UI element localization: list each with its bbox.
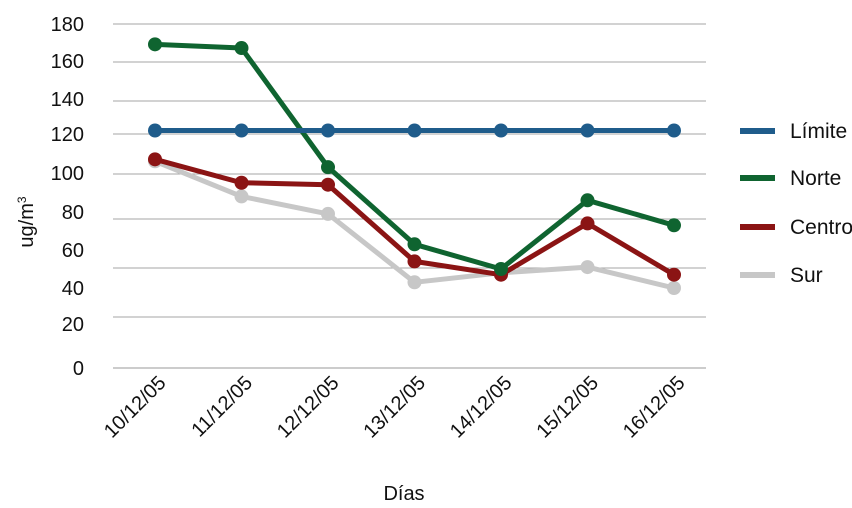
data-point-limite [494,123,508,138]
data-point-norte [494,262,508,276]
x-tick-label: 11/12/05 [187,372,257,442]
y-tick-label: 80 [62,202,84,224]
y-axis-title: ug/m3 [15,196,38,247]
legend-label-sur: Sur [790,264,823,287]
data-point-norte [407,237,422,252]
y-tick-label: 160 [51,51,84,73]
y-tick-label: 140 [51,89,84,111]
y-tick-label: 40 [62,278,84,300]
data-point-limite [148,123,162,138]
legend-item-sur: Sur [740,264,823,287]
data-point-norte [234,41,249,56]
data-point-sur [580,260,595,275]
data-point-sur [667,281,681,295]
data-point-norte [580,193,595,208]
series-group [148,37,681,295]
data-point-norte [148,37,162,52]
data-point-limite [580,123,595,138]
data-point-centro [407,254,422,269]
x-axis-ticks: 10/12/05 11/12/05 12/12/05 13/12/05 14/12/05… [100,372,690,443]
y-axis-ticks: 0 20 40 60 80 100 120 140 160 180 [51,14,84,380]
series-sur [148,154,681,295]
series-norte [148,37,681,276]
gridlines [113,23,706,369]
data-point-centro [234,175,249,190]
x-tick-label: 10/12/05 [100,372,171,443]
y-tick-label: 180 [51,14,84,36]
data-point-limite [234,123,249,138]
data-point-norte [667,218,681,233]
y-tick-label: 0 [73,358,84,380]
x-tick-label: 13/12/05 [359,372,430,443]
legend: Límite Norte Centro Sur [740,120,852,287]
data-point-limite [407,123,422,138]
data-point-sur [234,189,249,204]
y-tick-label: 100 [51,163,84,185]
x-tick-label: 15/12/05 [532,372,603,443]
data-point-centro [321,177,335,192]
y-tick-label: 120 [51,124,84,146]
legend-label-centro: Centro [790,216,852,239]
data-point-sur [407,275,422,290]
data-point-centro [148,152,162,167]
data-point-centro [667,267,681,282]
data-point-sur [321,206,335,221]
legend-label-norte: Norte [790,167,841,190]
x-tick-label: 14/12/05 [446,372,517,443]
legend-item-limite: Límite [740,120,847,143]
data-point-norte [321,160,335,175]
data-point-limite [667,123,681,138]
legend-label-limite: Límite [790,120,847,143]
x-axis-title: Días [383,483,424,505]
x-tick-label: 16/12/05 [619,372,690,443]
y-axis-title-superscript: 3 [15,196,29,203]
legend-item-centro: Centro [740,216,852,239]
x-tick-label: 12/12/05 [273,372,344,443]
legend-item-norte: Norte [740,167,841,190]
series-centro [148,152,681,282]
y-axis-title-main: ug/m [16,203,38,247]
data-point-limite [321,123,335,138]
data-point-centro [580,216,595,231]
y-tick-label: 20 [62,314,84,336]
y-tick-label: 60 [62,240,84,262]
series-limite [148,123,681,138]
series-line-norte [154,41,675,272]
